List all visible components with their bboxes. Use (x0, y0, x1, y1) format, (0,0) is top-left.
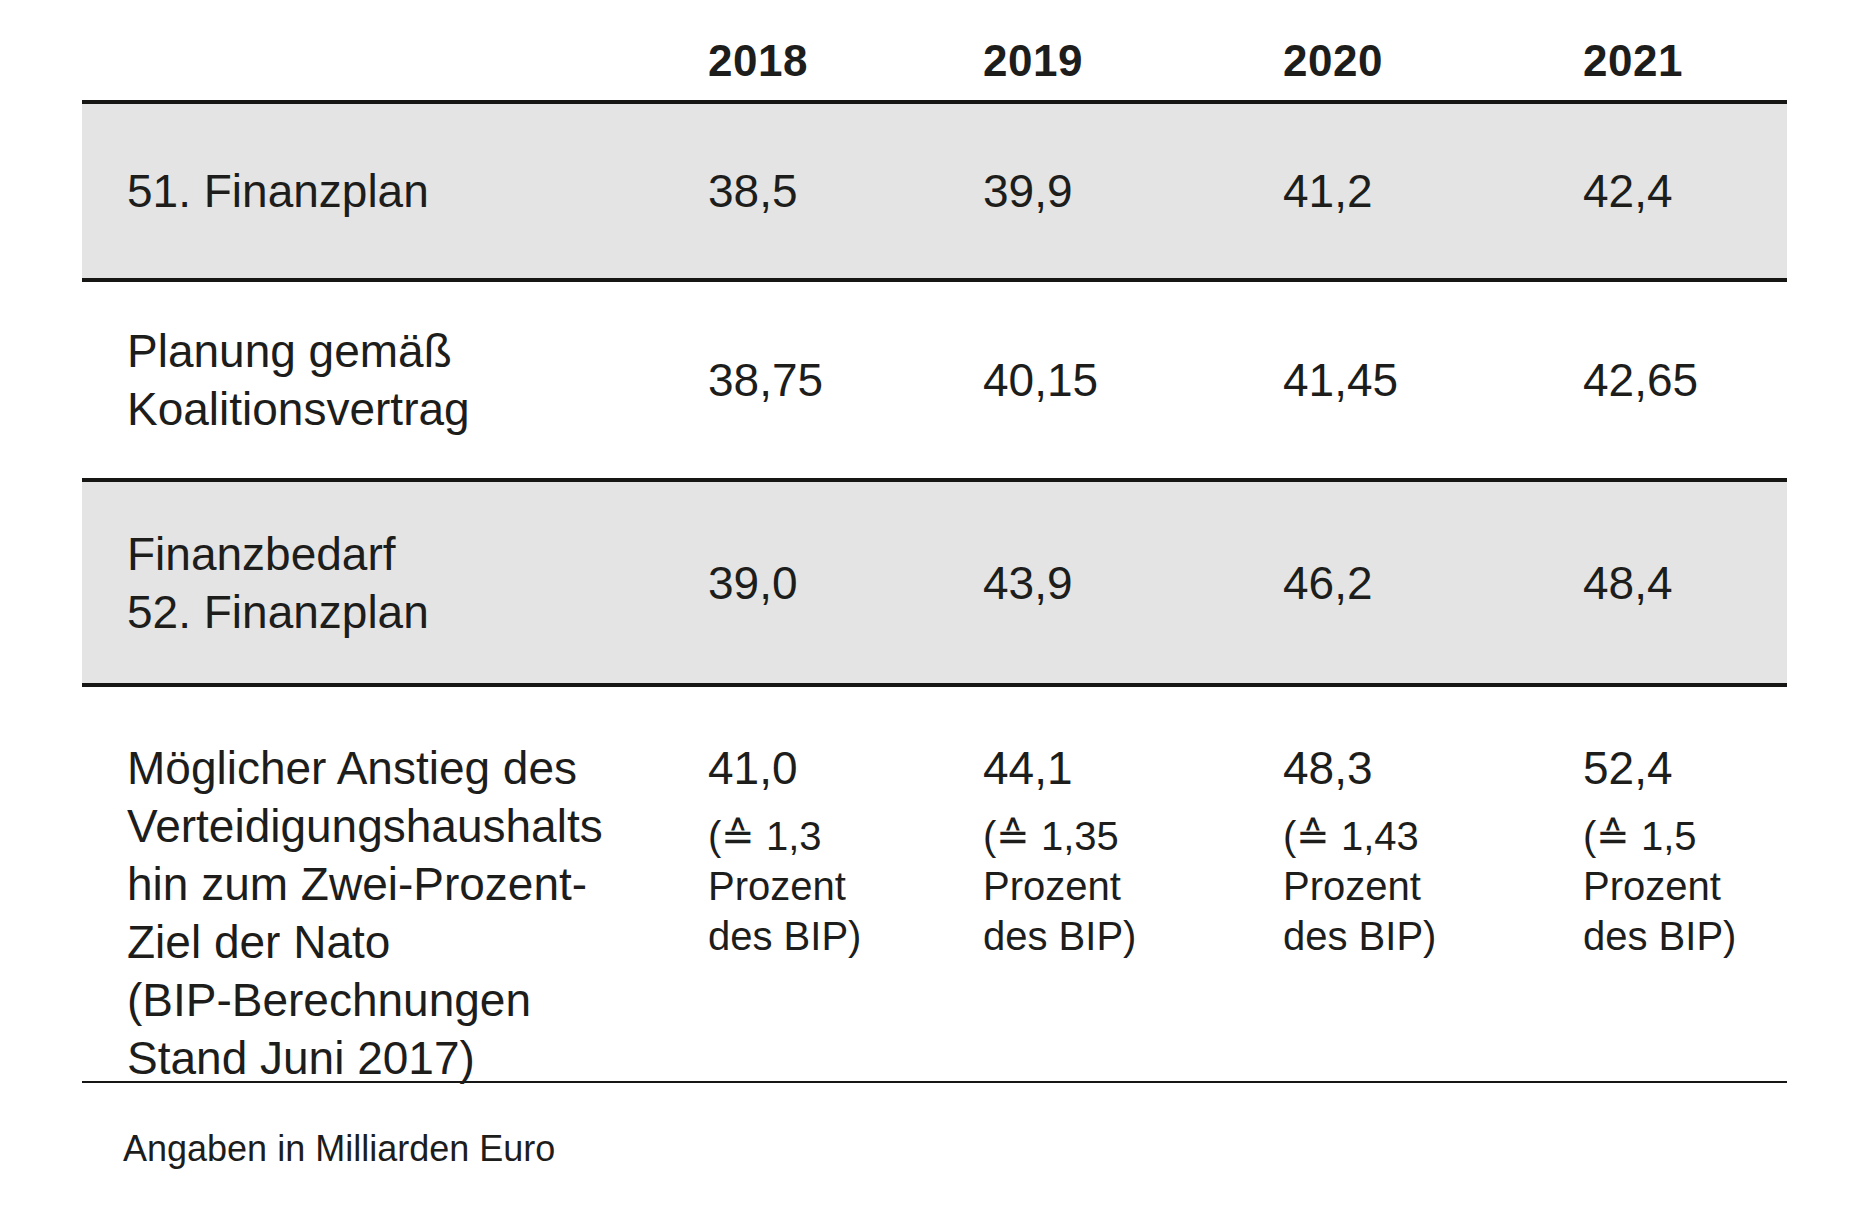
value-2020: 48,3 (≙ 1,43 Prozent des BIP) (1283, 739, 1583, 961)
value-2018: 38,5 (708, 162, 983, 220)
value-2018: 39,0 (708, 554, 983, 612)
row-label: 51. Finanzplan (82, 162, 708, 220)
table-row-koalitionsvertrag: Planung gemäß Koalitionsvertrag 38,75 40… (82, 278, 1787, 478)
value-2019: 40,15 (983, 351, 1283, 409)
gdp-share-note: (≙ 1,35 Prozent des BIP) (983, 811, 1283, 961)
value-2019: 44,1 (≙ 1,35 Prozent des BIP) (983, 739, 1283, 961)
value-2021: 48,4 (1583, 554, 1787, 612)
unit-note: Angaben in Milliarden Euro (82, 1127, 1787, 1171)
value-2018: 38,75 (708, 351, 983, 409)
table-row-52-finanzplan: Finanzbedarf 52. Finanzplan 39,0 43,9 46… (82, 478, 1787, 683)
value-number: 41,0 (708, 739, 983, 797)
column-header-2020: 2020 (1283, 36, 1583, 100)
gdp-share-note: (≙ 1,3 Prozent des BIP) (708, 811, 983, 961)
value-number: 52,4 (1583, 739, 1787, 797)
budget-table: 2018 2019 2020 2021 51. Finanzplan 38,5 … (82, 0, 1787, 1171)
value-2020: 46,2 (1283, 554, 1583, 612)
value-2021: 52,4 (≙ 1,5 Prozent des BIP) (1583, 739, 1787, 961)
table-row-nato-zwei-prozent-ziel: Möglicher Anstieg des Verteidigungshaush… (82, 683, 1787, 1083)
value-2021: 42,4 (1583, 162, 1787, 220)
table-header-row: 2018 2019 2020 2021 (82, 0, 1787, 100)
value-number: 44,1 (983, 739, 1283, 797)
gdp-share-note: (≙ 1,5 Prozent des BIP) (1583, 811, 1787, 961)
value-2019: 43,9 (983, 554, 1283, 612)
column-header-2021: 2021 (1583, 36, 1787, 100)
value-number: 48,3 (1283, 739, 1583, 797)
row-label: Planung gemäß Koalitionsvertrag (82, 322, 708, 438)
value-2020: 41,2 (1283, 162, 1583, 220)
row-label: Finanzbedarf 52. Finanzplan (82, 525, 708, 641)
column-header-2019: 2019 (983, 36, 1283, 100)
defense-budget-table-graphic: 2018 2019 2020 2021 51. Finanzplan 38,5 … (0, 0, 1860, 1209)
value-2019: 39,9 (983, 162, 1283, 220)
table-row-51-finanzplan: 51. Finanzplan 38,5 39,9 41,2 42,4 (82, 100, 1787, 278)
column-header-2018: 2018 (708, 36, 983, 100)
row-label: Möglicher Anstieg des Verteidigungshaush… (82, 739, 708, 1087)
value-2021: 42,65 (1583, 351, 1787, 409)
value-2018: 41,0 (≙ 1,3 Prozent des BIP) (708, 739, 983, 961)
gdp-share-note: (≙ 1,43 Prozent des BIP) (1283, 811, 1583, 961)
value-2020: 41,45 (1283, 351, 1583, 409)
